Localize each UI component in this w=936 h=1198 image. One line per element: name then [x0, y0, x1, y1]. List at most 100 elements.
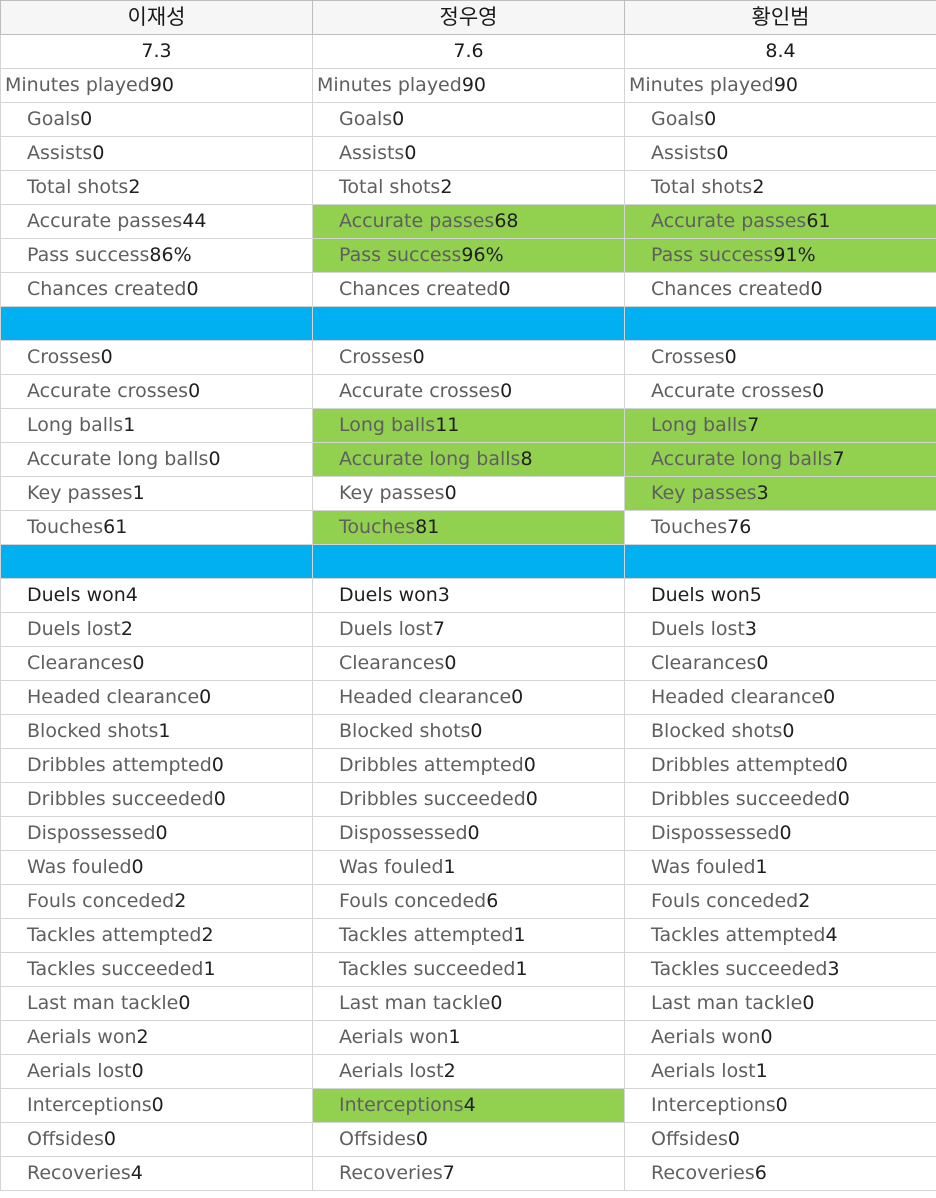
stat-label: Clearances — [651, 652, 757, 674]
stat-cell: Long balls1 — [0, 408, 313, 443]
section-separator — [0, 306, 936, 341]
stat-value: 90 — [773, 74, 798, 96]
stat-cell: Offsides0 — [312, 1122, 625, 1157]
stat-value: 1 — [158, 720, 171, 742]
player-rating: 7.3 — [0, 34, 313, 69]
stat-label: Clearances — [339, 652, 445, 674]
stat-value: 0 — [444, 482, 457, 504]
stat-row-accurate-passes: Accurate passes44 Accurate passes68 Accura… — [0, 204, 936, 239]
stat-label: Assists — [27, 142, 93, 164]
stat-value: 0 — [199, 686, 212, 708]
separator-cell — [624, 544, 936, 579]
stat-value: 0 — [213, 788, 226, 810]
stat-label: Dispossessed — [651, 822, 780, 844]
stat-label: Crosses — [27, 346, 101, 368]
stat-cell: Tackles attempted1 — [312, 918, 625, 953]
stat-cell: Accurate long balls8 — [312, 442, 625, 477]
stat-label: Accurate long balls — [651, 448, 833, 470]
stat-label: Offsides — [339, 1128, 416, 1150]
stat-cell: Blocked shots1 — [0, 714, 313, 749]
stat-row-goals: Goals0 Goals0 Goals0 — [0, 102, 936, 137]
stat-value: 3 — [827, 958, 840, 980]
stat-value: 11 — [435, 414, 460, 436]
stat-row-duels-lost: Duels lost2 Duels lost7 Duels lost3 — [0, 612, 936, 647]
stat-value: 0 — [103, 1128, 116, 1150]
stat-label: Chances created — [339, 278, 499, 300]
stat-row-dispossessed: Dispossessed0 Dispossessed0 Dispossessed0 — [0, 816, 936, 851]
stat-label: Assists — [339, 142, 405, 164]
stat-cell: Accurate long balls7 — [624, 442, 936, 477]
stat-label: Duels won — [27, 584, 126, 606]
stat-label: Touches — [339, 516, 416, 538]
stat-label: Touches — [651, 516, 728, 538]
stat-label: Minutes played — [629, 74, 774, 96]
stat-label: Minutes played — [317, 74, 462, 96]
stat-cell: Touches76 — [624, 510, 936, 545]
stat-value: 2 — [752, 176, 765, 198]
stat-label: Long balls — [27, 414, 124, 436]
stat-value: 3 — [437, 584, 450, 606]
stat-label: Duels won — [339, 584, 438, 606]
stat-label: Aerials won — [651, 1026, 761, 1048]
stat-label: Interceptions — [339, 1094, 464, 1116]
stat-label: Total shots — [339, 176, 441, 198]
stat-cell: Aerials lost1 — [624, 1054, 936, 1089]
stat-cell: Duels won5 — [624, 578, 936, 613]
stat-value: 4 — [125, 584, 138, 606]
stat-cell: Clearances0 — [312, 646, 625, 681]
stat-label: Headed clearance — [651, 686, 824, 708]
stat-cell: Accurate crosses0 — [624, 374, 936, 409]
stat-cell: Touches61 — [0, 510, 313, 545]
stat-cell: Last man tackle0 — [312, 986, 625, 1021]
stat-row-aerials-won: Aerials won2 Aerials won1 Aerials won0 — [0, 1020, 936, 1055]
stat-cell: Dispossessed0 — [624, 816, 936, 851]
stat-value: 0 — [837, 788, 850, 810]
stat-label: Tackles attempted — [27, 924, 202, 946]
stat-value: 2 — [798, 890, 811, 912]
player-rating: 8.4 — [624, 34, 936, 69]
stat-cell: Headed clearance0 — [624, 680, 936, 715]
stat-cell: Dribbles succeeded0 — [624, 782, 936, 817]
stat-cell: Chances created0 — [624, 272, 936, 307]
stat-label: Crosses — [339, 346, 413, 368]
player-name: 황인범 — [624, 0, 936, 35]
stat-cell: Crosses0 — [0, 340, 313, 375]
stat-value: 0 — [490, 992, 503, 1014]
stat-label: Pass success — [339, 244, 462, 266]
stat-cell: Key passes0 — [312, 476, 625, 511]
stat-value: 86% — [149, 244, 192, 266]
stat-cell: Accurate passes68 — [312, 204, 625, 239]
stat-value: 0 — [444, 652, 457, 674]
stat-value: 91% — [773, 244, 816, 266]
separator-cell — [312, 306, 625, 341]
stat-label: Headed clearance — [27, 686, 200, 708]
stat-value: 0 — [155, 822, 168, 844]
stat-label: Dribbles succeeded — [27, 788, 214, 810]
stat-label: Aerials lost — [651, 1060, 756, 1082]
stat-cell: Headed clearance0 — [312, 680, 625, 715]
stat-value: 7 — [432, 618, 445, 640]
stat-value: 0 — [100, 346, 113, 368]
stat-row-clearances: Clearances0 Clearances0 Clearances0 — [0, 646, 936, 681]
stat-row-blocked-shots: Blocked shots1 Blocked shots0 Blocked shot… — [0, 714, 936, 749]
stat-value: 61 — [103, 516, 128, 538]
separator-cell — [624, 306, 936, 341]
stat-value: 68 — [494, 210, 519, 232]
stat-cell: Recoveries6 — [624, 1156, 936, 1191]
stat-cell: Dispossessed0 — [312, 816, 625, 851]
rating-row: 7.3 7.6 8.4 — [0, 34, 936, 69]
stat-cell: Aerials won2 — [0, 1020, 313, 1055]
stat-value: 3 — [744, 618, 757, 640]
stat-label: Key passes — [339, 482, 445, 504]
stat-label: Accurate passes — [339, 210, 495, 232]
stat-row-touches: Touches61 Touches81 Touches76 — [0, 510, 936, 545]
stat-cell: Chances created0 — [0, 272, 313, 307]
stat-label: Blocked shots — [27, 720, 159, 742]
player-name: 이재성 — [0, 0, 313, 35]
stat-label: Dribbles attempted — [27, 754, 212, 776]
stat-value: 0 — [92, 142, 105, 164]
stat-value: 0 — [131, 856, 144, 878]
separator-cell — [312, 544, 625, 579]
stat-row-chances-created: Chances created0 Chances created0 Chances … — [0, 272, 936, 307]
stat-label: Pass success — [651, 244, 774, 266]
